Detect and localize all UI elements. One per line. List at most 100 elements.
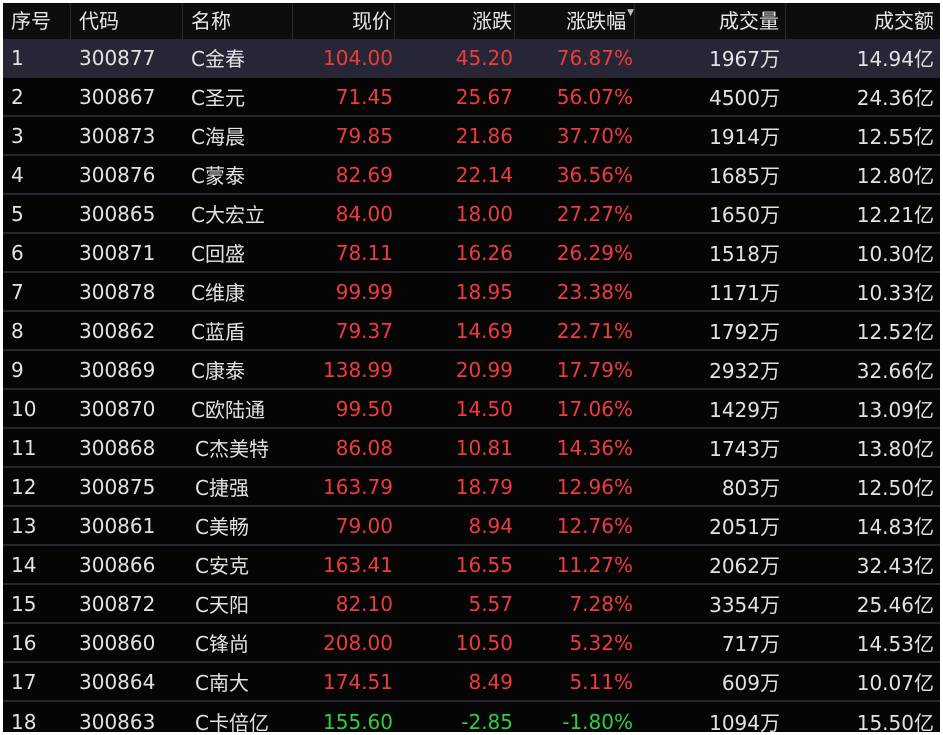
cell-price: 163.79 — [323, 474, 393, 499]
cell-amount: 13.80亿 — [856, 437, 934, 461]
cell-change-pct: 37.70% — [556, 123, 633, 148]
cell-volume: 1967万 — [709, 47, 780, 71]
table-row[interactable]: 1 300877 C金春 104.00 45.20 76.87% 1967万 14.94亿 — [3, 39, 940, 78]
cell-code: 300873 — [79, 123, 156, 148]
cell-change: 45.20 — [455, 45, 513, 70]
cell-amount: 15.50亿 — [856, 711, 934, 732]
cell-change-pct: 12.96% — [556, 474, 633, 499]
cell-code: 300870 — [79, 396, 156, 421]
table-body: 1 300877 C金春 104.00 45.20 76.87% 1967万 14.94亿 2 3… — [3, 39, 940, 732]
cell-price: 86.08 — [335, 435, 393, 460]
cell-code: 300862 — [79, 318, 156, 343]
cell-code: 300875 — [79, 474, 156, 499]
table-row[interactable]: 18 300863 C卡倍亿 155.60 -2.85 -1.80% 1094万 15.50亿 — [3, 702, 940, 733]
cell-volume: 1429万 — [709, 398, 780, 422]
cell-change-pct: 17.06% — [556, 396, 633, 421]
cell-name: C康泰 — [191, 359, 245, 383]
cell-code: 300871 — [79, 240, 156, 265]
table-row[interactable]: 8 300862 C蓝盾 79.37 14.69 22.71% 1792万 12.52亿 — [3, 312, 940, 351]
table-row[interactable]: 16 300860 C锋尚 208.00 10.50 5.32% 717万 14.53亿 — [3, 624, 940, 663]
table-row[interactable]: 5 300865 C大宏立 84.00 18.00 27.27% 1650万 12.21亿 — [3, 195, 940, 234]
table-row[interactable]: 7 300878 C维康 99.99 18.95 23.38% 1171万 10.33亿 — [3, 273, 940, 312]
cell-name: C金春 — [191, 47, 245, 71]
table-row[interactable]: 13 300861 C美畅 79.00 8.94 12.76% 2051万 14.83亿 — [3, 507, 940, 546]
cell-change-pct: 56.07% — [556, 84, 633, 109]
cell-name: C蓝盾 — [191, 320, 245, 344]
cell-change-pct: 7.28% — [569, 591, 633, 616]
cell-index: 15 — [11, 591, 37, 616]
cell-change-pct: 22.71% — [556, 318, 633, 343]
header-volume[interactable]: 成交量 — [635, 3, 786, 39]
table-row[interactable]: 12 300875 C捷强 163.79 18.79 12.96% 803万 12.50亿 — [3, 468, 940, 507]
cell-code: 300869 — [79, 357, 156, 382]
cell-change-pct: -1.80% — [562, 709, 633, 733]
sort-down-triangle-icon: ▼ — [627, 8, 634, 18]
cell-change: 10.50 — [455, 630, 513, 655]
cell-change: 8.94 — [468, 513, 513, 538]
cell-volume: 1518万 — [709, 242, 780, 266]
cell-volume: 609万 — [721, 671, 780, 695]
table-header: 序号 代码 名称 现价 涨跌 涨跌幅▼ 成交量 成交额 — [3, 3, 940, 39]
cell-volume: 1792万 — [709, 320, 780, 344]
table-row[interactable]: 2 300867 C圣元 71.45 25.67 56.07% 4500万 24.36亿 — [3, 78, 940, 117]
table-row[interactable]: 3 300873 C海晨 79.85 21.86 37.70% 1914万 12.55亿 — [3, 117, 940, 156]
cell-change-pct: 14.36% — [556, 435, 633, 460]
header-amount[interactable]: 成交额 — [874, 9, 934, 33]
header-index[interactable]: 序号 — [3, 3, 71, 39]
cell-code: 300866 — [79, 552, 156, 577]
header-name[interactable]: 名称 — [183, 3, 293, 39]
header-price[interactable]: 现价 — [293, 3, 395, 39]
table-row[interactable]: 10 300870 C欧陆通 99.50 14.50 17.06% 1429万 13.09亿 — [3, 390, 940, 429]
cell-price: 78.11 — [335, 240, 393, 265]
cell-amount: 12.21亿 — [856, 203, 934, 227]
cell-change-pct: 36.56% — [556, 162, 633, 187]
cell-volume: 1171万 — [709, 281, 780, 305]
cell-code: 300876 — [79, 162, 156, 187]
table-row[interactable]: 17 300864 C南大 174.51 8.49 5.11% 609万 10.07亿 — [3, 663, 940, 702]
cell-amount: 13.09亿 — [856, 398, 934, 422]
table-row[interactable]: 9 300869 C康泰 138.99 20.99 17.79% 2932万 32.66亿 — [3, 351, 940, 390]
cell-amount: 32.43亿 — [856, 554, 934, 578]
cell-price: 79.37 — [335, 318, 393, 343]
cell-price: 71.45 — [335, 84, 393, 109]
cell-volume: 1094万 — [709, 711, 780, 732]
cell-change: 8.49 — [468, 669, 513, 694]
header-code[interactable]: 代码 — [71, 3, 183, 39]
cell-amount: 12.50亿 — [856, 476, 934, 500]
cell-price: 208.00 — [323, 630, 393, 655]
table-row[interactable]: 11 300868 C杰美特 86.08 10.81 14.36% 1743万 13.80亿 — [3, 429, 940, 468]
cell-index: 13 — [11, 513, 37, 538]
cell-price: 138.99 — [323, 357, 393, 382]
cell-change-pct: 12.76% — [556, 513, 633, 538]
cell-change: 22.14 — [455, 162, 513, 187]
cell-code: 300878 — [79, 279, 156, 304]
header-change-pct[interactable]: 涨跌幅▼ — [515, 3, 635, 39]
cell-change: 14.50 — [455, 396, 513, 421]
cell-price: 104.00 — [323, 45, 393, 70]
header-change[interactable]: 涨跌 — [395, 3, 515, 39]
cell-change: 18.79 — [455, 474, 513, 499]
cell-code: 300877 — [79, 45, 156, 70]
stock-quote-table: 序号 代码 名称 现价 涨跌 涨跌幅▼ 成交量 成交额 1 300877 C金春 10… — [3, 3, 940, 732]
cell-price: 79.00 — [335, 513, 393, 538]
table-row[interactable]: 6 300871 C回盛 78.11 16.26 26.29% 1518万 10.30亿 — [3, 234, 940, 273]
table-row[interactable]: 15 300872 C天阳 82.10 5.57 7.28% 3354万 25.46亿 — [3, 585, 940, 624]
cell-amount: 10.30亿 — [856, 242, 934, 266]
cell-index: 18 — [11, 709, 37, 733]
cell-volume: 1685万 — [709, 164, 780, 188]
cell-change: 16.26 — [455, 240, 513, 265]
cell-volume: 803万 — [721, 476, 780, 500]
cell-code: 300868 — [79, 435, 156, 460]
cell-change: 18.00 — [455, 201, 513, 226]
cell-volume: 2932万 — [709, 359, 780, 383]
cell-change: 18.95 — [455, 279, 513, 304]
cell-change: 5.57 — [468, 591, 513, 616]
header-change-pct-label: 涨跌幅 — [566, 9, 627, 33]
table-row[interactable]: 14 300866 C安克 163.41 16.55 11.27% 2062万 32.43亿 — [3, 546, 940, 585]
cell-change-pct: 11.27% — [556, 552, 633, 577]
cell-index: 7 — [11, 279, 24, 304]
cell-code: 300863 — [79, 709, 156, 733]
cell-index: 17 — [11, 669, 37, 694]
cell-volume: 2062万 — [709, 554, 780, 578]
table-row[interactable]: 4 300876 C蒙泰 82.69 22.14 36.56% 1685万 12.80亿 — [3, 156, 940, 195]
